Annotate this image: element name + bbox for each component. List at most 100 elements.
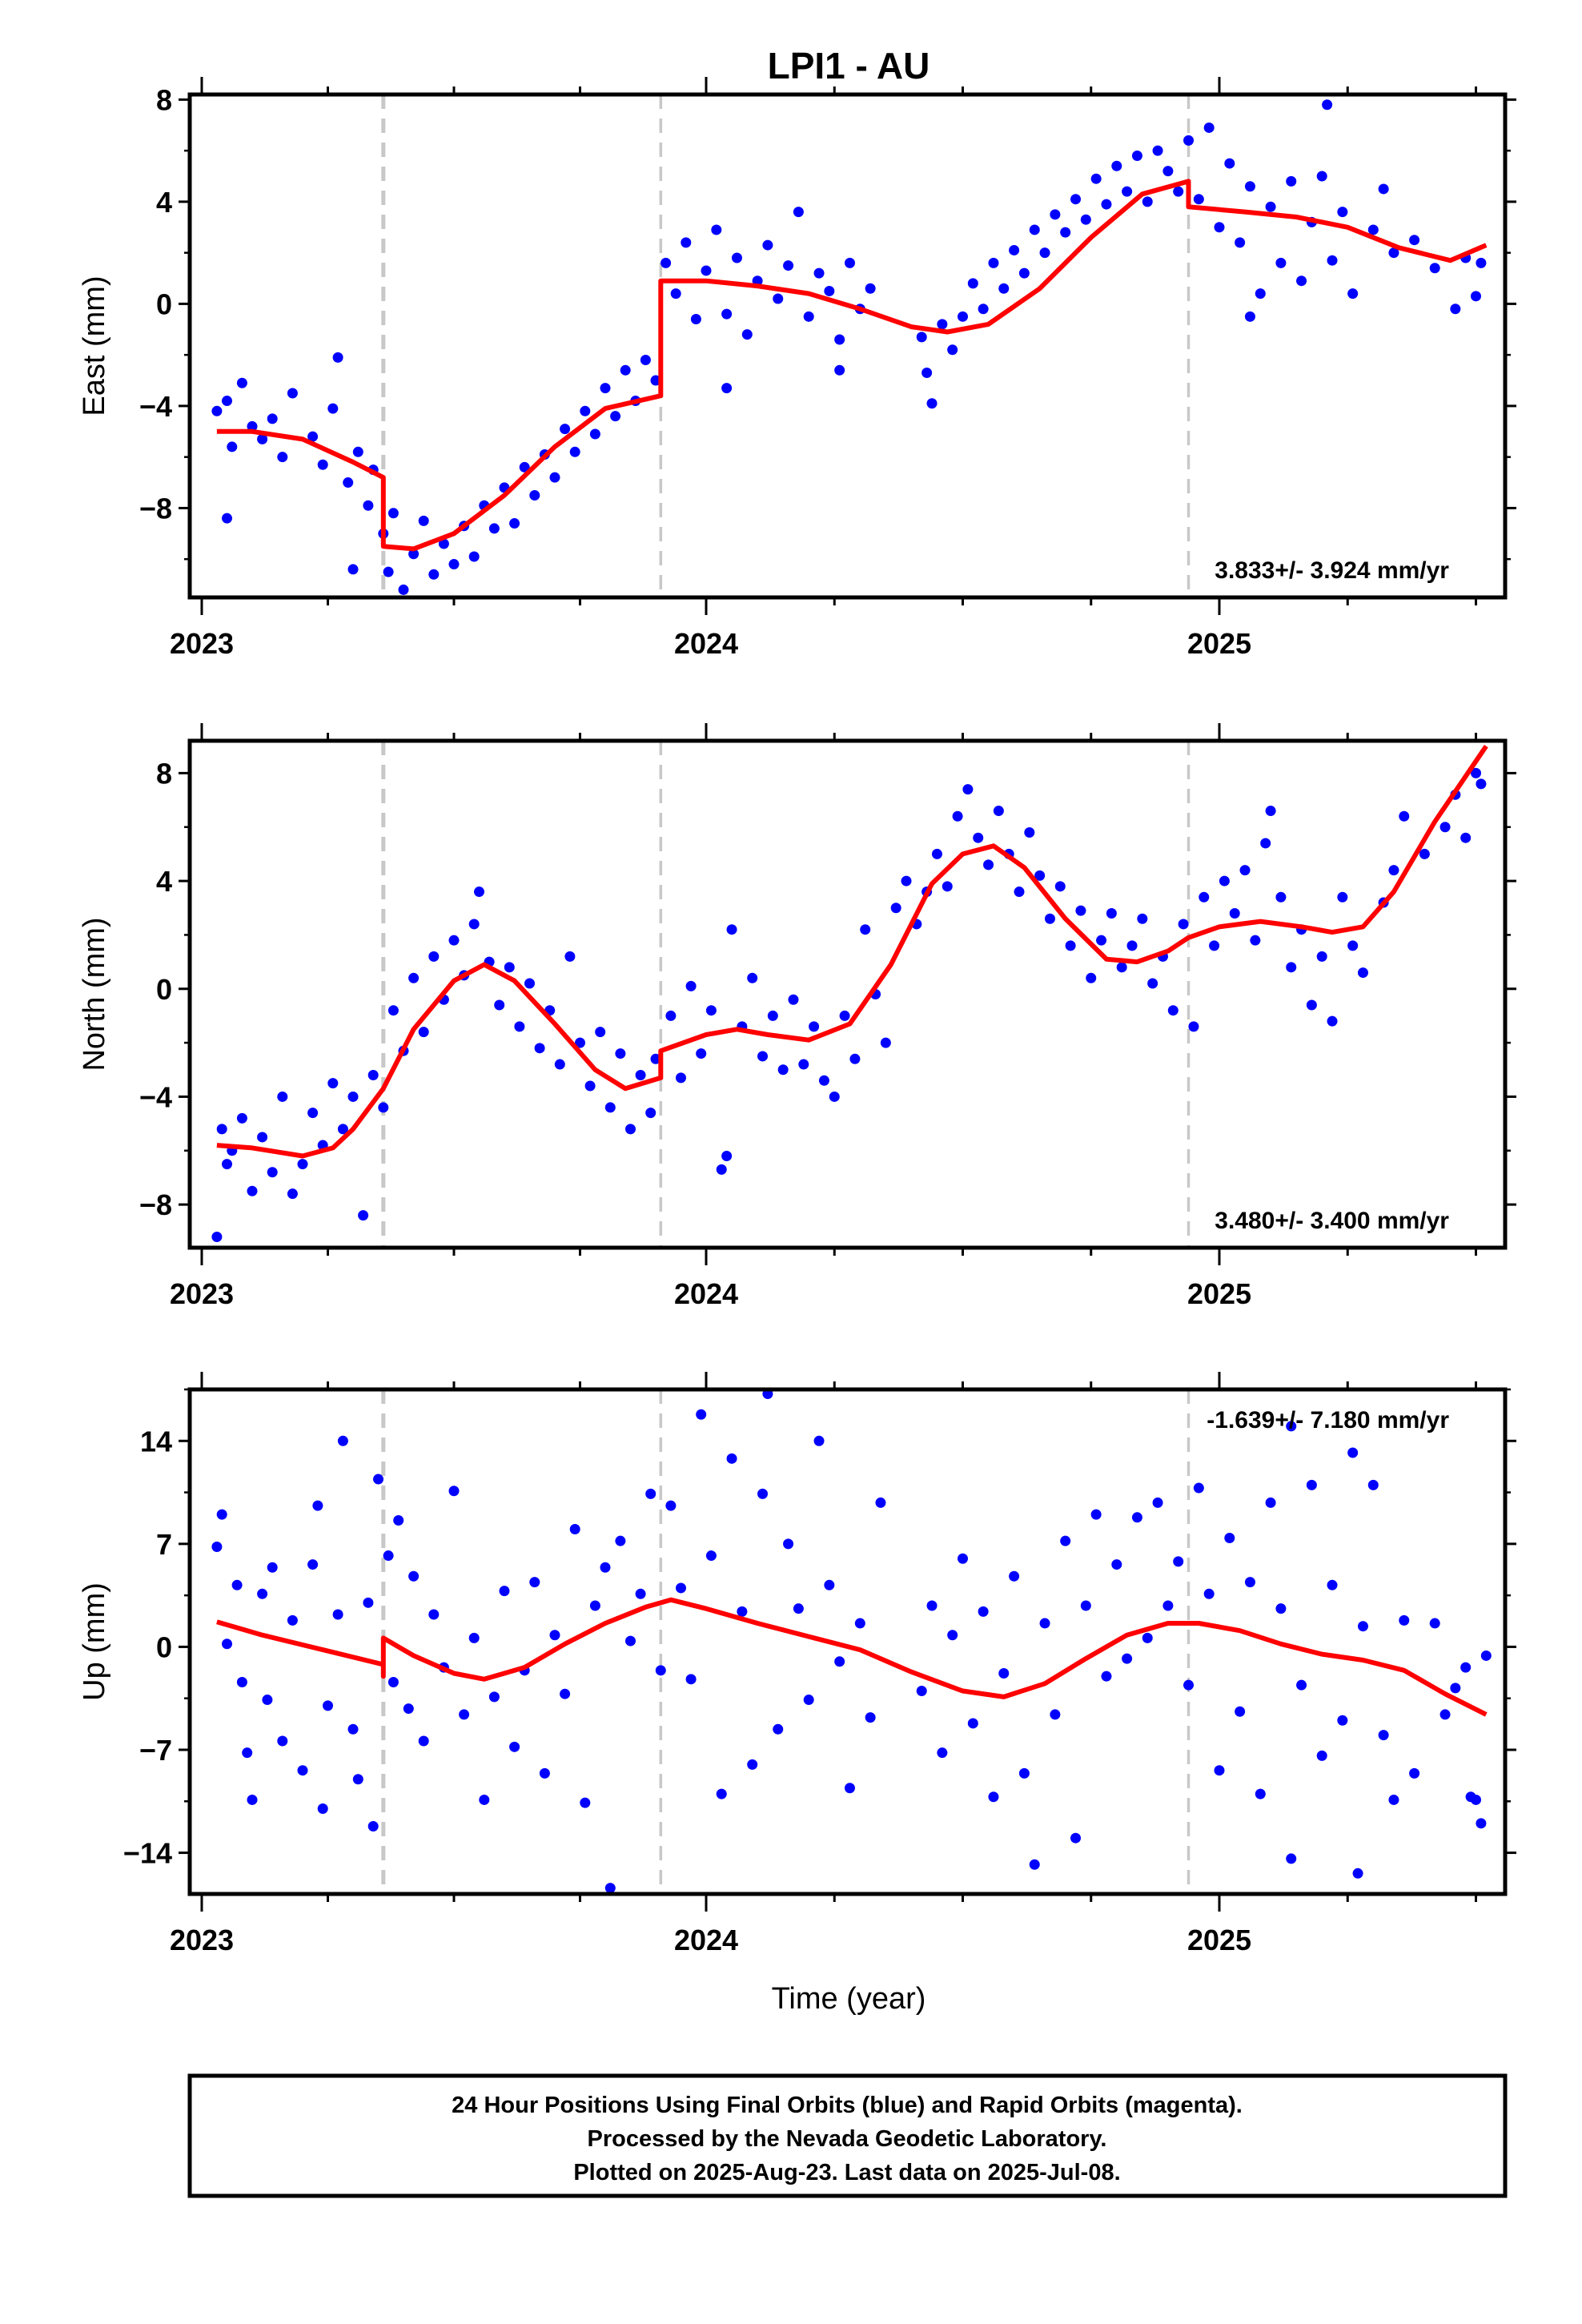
data-point xyxy=(1214,1765,1225,1776)
data-point xyxy=(297,1159,308,1170)
data-point xyxy=(1286,1853,1297,1864)
data-point xyxy=(1101,199,1112,210)
data-point xyxy=(236,377,247,388)
data-point xyxy=(635,1588,646,1599)
data-point xyxy=(762,239,773,251)
data-point xyxy=(890,903,901,914)
data-point xyxy=(1367,1479,1379,1490)
data-point xyxy=(222,1638,232,1650)
model-fit-line xyxy=(216,179,1488,552)
data-point xyxy=(978,304,989,315)
y-tick-label: 7 xyxy=(156,1528,172,1561)
data-point xyxy=(1244,181,1255,192)
data-point xyxy=(1476,1818,1487,1829)
data-point xyxy=(604,1883,616,1894)
data-point xyxy=(211,1232,223,1243)
data-point xyxy=(1060,1535,1071,1546)
y-tick-label: −8 xyxy=(139,492,172,525)
panel-frame xyxy=(187,738,1508,1250)
panel-up: 14 7 0 −7 −14 2023 2024 2025 Up (mm) -1.639+/- 7.… xyxy=(78,1372,1516,1956)
data-point xyxy=(773,293,784,304)
data-point xyxy=(875,1497,886,1508)
y-axis-label: East (mm) xyxy=(78,275,111,416)
data-point xyxy=(242,1747,253,1759)
data-point xyxy=(958,1553,968,1564)
data-point xyxy=(1086,972,1097,983)
y-tick-label: 0 xyxy=(156,973,172,1006)
data-point xyxy=(690,314,701,325)
data-point xyxy=(1050,1709,1061,1720)
data-point xyxy=(257,1132,268,1143)
data-point xyxy=(1122,186,1133,197)
data-point xyxy=(1054,881,1066,892)
data-point xyxy=(367,1821,379,1832)
data-point xyxy=(236,1677,247,1688)
y-tick-label: 8 xyxy=(156,757,172,790)
data-point xyxy=(468,551,480,562)
data-point xyxy=(757,1051,769,1062)
data-point xyxy=(1224,158,1235,169)
data-point xyxy=(383,566,394,577)
data-point xyxy=(625,1635,636,1647)
data-point xyxy=(1018,267,1030,279)
data-point xyxy=(488,1691,500,1703)
data-point xyxy=(747,972,758,983)
data-point xyxy=(1388,1794,1399,1805)
data-point xyxy=(681,237,692,248)
data-point xyxy=(1337,1715,1348,1726)
data-point xyxy=(788,994,799,1005)
data-point xyxy=(798,1059,809,1070)
data-point xyxy=(1029,224,1040,235)
data-point xyxy=(347,1723,359,1735)
data-point xyxy=(834,1656,845,1667)
data-point xyxy=(267,1167,278,1178)
panel-east: 8 4 0 −4 −8 2023 2024 2025 East (mm) 3.833+/- 3.9… xyxy=(78,77,1516,660)
data-point xyxy=(731,252,742,263)
data-point xyxy=(839,1010,850,1021)
data-point xyxy=(655,1665,666,1676)
data-point xyxy=(1193,1482,1204,1494)
data-point xyxy=(803,1695,814,1706)
data-point xyxy=(803,311,814,322)
data-point xyxy=(865,1712,876,1723)
data-point xyxy=(383,1550,394,1562)
data-point xyxy=(459,1709,470,1720)
y-tick-label: −8 xyxy=(139,1188,172,1221)
data-point xyxy=(1111,1559,1122,1570)
y-tick-label: −7 xyxy=(139,1734,172,1767)
data-point xyxy=(1203,122,1215,133)
data-point xyxy=(600,383,611,394)
data-point xyxy=(1116,962,1127,973)
data-point xyxy=(1471,291,1481,302)
data-point xyxy=(818,1075,829,1086)
data-point xyxy=(705,1005,717,1016)
data-point xyxy=(635,1070,646,1081)
data-point xyxy=(529,489,540,501)
x-tick-label: 2024 xyxy=(674,1924,738,1956)
y-tick-label: −4 xyxy=(139,1080,172,1113)
data-point xyxy=(1229,907,1240,919)
data-point xyxy=(1065,940,1076,951)
data-point xyxy=(962,784,974,795)
data-point xyxy=(398,584,409,595)
data-point xyxy=(222,1159,232,1170)
data-point xyxy=(1029,1859,1040,1870)
data-point xyxy=(347,564,359,575)
data-point xyxy=(1316,1750,1327,1761)
data-point xyxy=(519,461,530,472)
data-point xyxy=(1316,951,1327,962)
data-point xyxy=(1009,1570,1020,1582)
data-point xyxy=(1439,822,1451,833)
x-tick-label: 2025 xyxy=(1187,1277,1251,1310)
data-point xyxy=(569,446,580,457)
data-point xyxy=(615,1535,626,1546)
data-point xyxy=(1265,1497,1276,1508)
data-point xyxy=(479,1794,490,1805)
data-point xyxy=(297,1765,308,1776)
data-point xyxy=(958,311,968,322)
data-point xyxy=(1199,891,1210,903)
data-point xyxy=(793,207,804,218)
data-point xyxy=(317,1803,328,1814)
data-point xyxy=(307,1559,319,1570)
data-point xyxy=(337,1435,348,1446)
